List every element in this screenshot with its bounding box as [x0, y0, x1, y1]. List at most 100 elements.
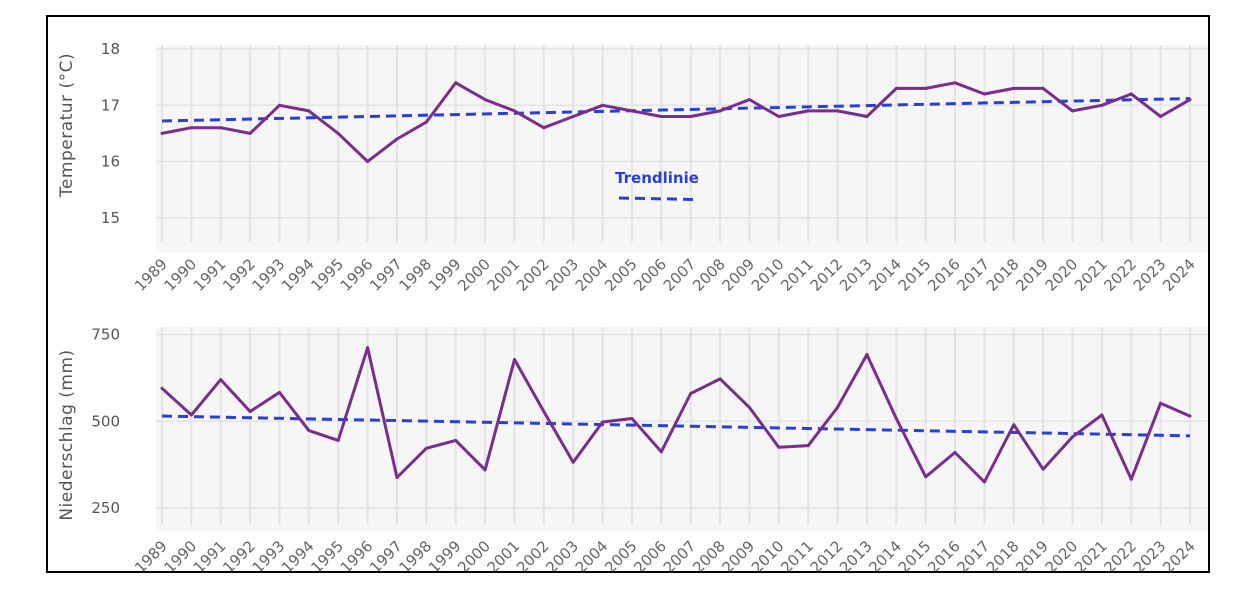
- temperature-x-tick-2011: 2011: [777, 255, 817, 295]
- temperature-x-tick-2004: 2004: [572, 255, 612, 295]
- precipitation-point-2024: [1188, 414, 1192, 418]
- temperature-x-tick-2012: 2012: [807, 255, 847, 295]
- precipitation-point-1989: [160, 386, 164, 390]
- precipitation-point-1990: [189, 413, 193, 417]
- precipitation-point-2019: [1041, 467, 1045, 471]
- temperature-point-2022: [1129, 92, 1133, 96]
- temperature-x-tick-2005: 2005: [601, 255, 641, 295]
- temperature-y-tick-17: 17: [101, 96, 120, 114]
- precipitation-point-2005: [630, 416, 634, 420]
- temperature-point-1999: [454, 81, 458, 85]
- precipitation-point-2022: [1129, 477, 1133, 481]
- precipitation-point-2006: [659, 450, 663, 454]
- precipitation-point-2016: [953, 451, 957, 455]
- temperature-x-tick-1997: 1997: [366, 255, 406, 295]
- precipitation-point-1998: [424, 446, 428, 450]
- temperature-x-tick-1993: 1993: [249, 255, 289, 295]
- legend-label-trendlinie: Trendlinie: [615, 169, 699, 187]
- plot-background-precipitation: [156, 327, 1208, 531]
- temperature-x-tick-2019: 2019: [1012, 255, 1052, 295]
- temperature-y-tick-16: 16: [101, 153, 120, 171]
- precipitation-point-1996: [366, 346, 370, 350]
- temperature-point-2011: [806, 109, 810, 113]
- temperature-point-1991: [219, 126, 223, 130]
- precipitation-point-2003: [571, 460, 575, 464]
- temperature-point-2014: [894, 86, 898, 90]
- temperature-point-1994: [307, 109, 311, 113]
- temperature-point-2000: [483, 98, 487, 102]
- temperature-x-tick-1991: 1991: [190, 255, 230, 295]
- temperature-point-2005: [630, 109, 634, 113]
- temperature-x-tick-1996: 1996: [337, 255, 377, 295]
- precipitation-point-2009: [747, 405, 751, 409]
- temperature-point-1998: [424, 120, 428, 124]
- temperature-x-tick-2013: 2013: [836, 255, 876, 295]
- temperature-point-1990: [189, 126, 193, 130]
- temperature-x-tick-2022: 2022: [1100, 255, 1140, 295]
- precipitation-point-2000: [483, 468, 487, 472]
- temperature-y-tick-15: 15: [101, 209, 120, 227]
- precipitation-point-1994: [307, 429, 311, 433]
- temperature-x-tick-2016: 2016: [924, 255, 964, 295]
- precipitation-point-2013: [865, 353, 869, 357]
- precipitation-point-2007: [689, 391, 693, 395]
- precipitation-y-tick-750: 750: [91, 325, 120, 343]
- temperature-point-2018: [1012, 86, 1016, 90]
- precipitation-point-1999: [454, 438, 458, 442]
- precipitation-point-2002: [542, 410, 546, 414]
- precipitation-point-2014: [894, 416, 898, 420]
- temperature-x-tick-2008: 2008: [689, 255, 729, 295]
- temperature-point-2010: [777, 115, 781, 118]
- temperature-point-2017: [982, 92, 986, 96]
- temperature-point-2023: [1159, 115, 1163, 118]
- temperature-x-tick-2015: 2015: [895, 255, 935, 295]
- precipitation-point-2010: [777, 445, 781, 449]
- temperature-x-tick-2010: 2010: [748, 255, 788, 295]
- precipitation-y-tick-500: 500: [91, 412, 120, 430]
- temperature-x-tick-2002: 2002: [513, 255, 553, 295]
- temperature-x-tick-2024: 2024: [1159, 255, 1199, 295]
- temperature-x-tick-2023: 2023: [1130, 255, 1170, 295]
- temperature-y-tick-18: 18: [101, 40, 120, 58]
- chart-frame: 15 16 17 18 1989 1990 1991 1992 1993 1994 1995 1996…: [46, 15, 1210, 573]
- temperature-point-2021: [1100, 103, 1104, 107]
- temperature-series-line: [161, 81, 1191, 163]
- temperature-point-1995: [336, 131, 340, 135]
- precipitation-point-2008: [718, 377, 722, 381]
- temperature-point-2004: [601, 103, 605, 107]
- precipitation-point-2018: [1012, 423, 1016, 427]
- temperature-point-2003: [571, 115, 575, 118]
- precipitation-point-2017: [982, 480, 986, 484]
- precipitation-point-2015: [924, 475, 928, 479]
- precipitation-point-1995: [336, 438, 340, 442]
- temperature-point-1993: [277, 103, 281, 107]
- temperature-point-2013: [865, 115, 869, 118]
- temperature-point-2006: [659, 115, 663, 118]
- precipitation-point-1992: [248, 410, 252, 414]
- temperature-point-2002: [542, 126, 546, 130]
- precipitation-point-2020: [1071, 435, 1075, 439]
- precipitation-point-1997: [395, 476, 399, 480]
- precipitation-point-1993: [277, 390, 281, 394]
- legend-line-trendlinie: [618, 196, 697, 201]
- temperature-point-2008: [718, 109, 722, 113]
- temperature-point-2007: [689, 115, 693, 118]
- temperature-point-1996: [366, 160, 370, 163]
- temperature-point-1997: [395, 137, 399, 141]
- temperature-point-2009: [747, 98, 751, 102]
- temperature-x-tick-1989: 1989: [131, 255, 171, 295]
- temperature-x-tick-2007: 2007: [660, 255, 700, 295]
- temperature-point-2001: [512, 109, 516, 113]
- temperature-x-tick-1990: 1990: [160, 255, 200, 295]
- temperature-x-tick-2017: 2017: [953, 255, 993, 295]
- precipitation-point-2012: [836, 405, 840, 409]
- temperature-y-axis-label: Temperatur (°C): [57, 53, 77, 198]
- temperature-point-1992: [248, 131, 252, 135]
- precipitation-series-line: [160, 346, 1191, 484]
- temperature-x-tick-2003: 2003: [542, 255, 582, 295]
- temperature-x-tick-2014: 2014: [865, 255, 905, 295]
- precipitation-y-axis-label: Niederschlag (mm): [57, 349, 77, 520]
- precipitation-point-2011: [806, 444, 810, 448]
- temperature-trendline: [161, 97, 1191, 123]
- temperature-x-tick-1999: 1999: [425, 255, 465, 295]
